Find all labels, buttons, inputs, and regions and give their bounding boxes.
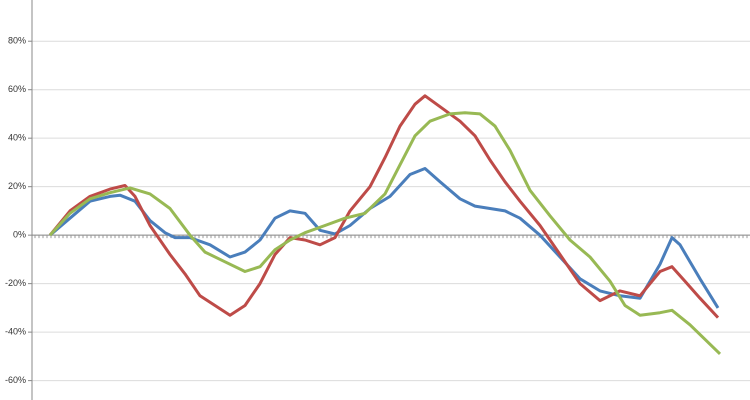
y-tick-label: 20% [8,181,26,191]
y-tick-label: 40% [8,133,26,143]
series-line [48,94,720,319]
y-tick-label: -60% [5,375,26,385]
y-tick-label: -40% [5,326,26,336]
y-tick-label: 80% [8,36,26,46]
y-tick-label: -20% [5,278,26,288]
y-tick-label: 60% [8,84,26,94]
series-line [48,111,722,355]
series-line [49,167,720,309]
y-tick-label: 0% [13,230,26,240]
